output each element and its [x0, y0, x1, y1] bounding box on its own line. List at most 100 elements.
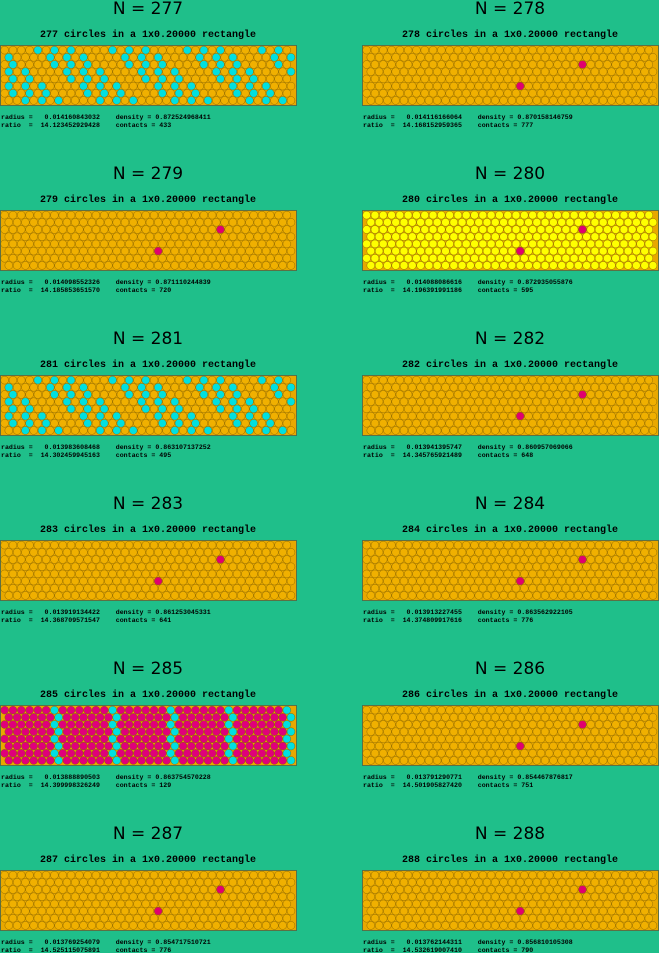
packed-circle	[37, 713, 47, 722]
packed-circle	[474, 878, 483, 887]
packed-circle	[462, 60, 471, 69]
packed-circle	[108, 749, 117, 758]
packed-circle	[33, 720, 42, 729]
packed-circle	[282, 720, 291, 729]
packed-circle	[644, 720, 653, 729]
packed-circle	[557, 397, 566, 406]
packed-circle	[29, 756, 38, 765]
packed-circle	[216, 404, 225, 414]
packed-circle	[62, 81, 72, 91]
packed-circle	[33, 239, 42, 249]
packed-circle	[245, 81, 254, 91]
packed-circle	[445, 46, 454, 55]
packed-circle	[100, 46, 109, 55]
packed-circle	[599, 426, 608, 435]
packed-circle	[449, 741, 458, 751]
packed-circle	[503, 555, 512, 564]
packed-circle	[253, 906, 262, 916]
packed-circle	[648, 53, 658, 62]
packed-circle	[216, 914, 225, 923]
packed-circle	[58, 706, 67, 715]
packed-circle	[540, 878, 550, 887]
packed-circle	[149, 720, 159, 729]
packed-circle	[578, 569, 587, 579]
packed-circle	[286, 96, 296, 105]
packed-circle	[594, 541, 604, 550]
packed-circle	[532, 67, 541, 76]
ratio-contacts-line: ratio = 14.399998326249 contacts = 129	[1, 782, 171, 789]
packed-circle	[42, 584, 51, 593]
packed-circle	[462, 749, 471, 758]
packed-circle	[457, 906, 467, 916]
packed-circle	[387, 404, 396, 414]
packed-circle	[237, 921, 246, 930]
packed-circle	[187, 906, 196, 916]
packed-circle	[520, 749, 529, 758]
packed-circle	[395, 569, 404, 579]
packed-circle	[428, 419, 438, 428]
packed-circle	[362, 375, 371, 385]
packed-circle	[100, 885, 109, 894]
packed-circle	[249, 541, 258, 550]
packed-circle	[499, 562, 508, 571]
packed-circle	[403, 555, 413, 564]
packed-circle	[565, 591, 575, 600]
panel-subtitle: 277 circles in a 1x0.20000 rectangle	[40, 29, 256, 41]
packed-circle	[25, 720, 34, 729]
packed-circle	[482, 218, 492, 227]
packed-circle	[520, 419, 529, 428]
packed-circle	[158, 390, 167, 399]
packed-circle	[116, 584, 126, 593]
packed-circle	[383, 878, 392, 887]
packed-circle	[607, 548, 616, 557]
packed-circle	[374, 921, 384, 930]
packed-circle	[362, 239, 371, 249]
packed-circle	[549, 756, 558, 765]
packed-circle	[257, 914, 267, 923]
packed-circle	[486, 871, 496, 880]
packed-circle	[366, 397, 375, 406]
packed-circle	[374, 96, 384, 105]
packed-circle	[420, 74, 429, 84]
packed-circle	[253, 81, 262, 91]
packed-circle	[178, 756, 188, 765]
packed-circle	[599, 67, 608, 76]
packed-circle	[274, 584, 283, 593]
packed-circle	[524, 906, 533, 916]
packed-circle	[170, 397, 179, 406]
packed-circle	[195, 741, 204, 751]
packed-circle	[145, 96, 155, 105]
packed-circle	[520, 899, 529, 909]
packed-circle	[557, 562, 566, 571]
packed-circle	[12, 576, 22, 586]
packed-circle	[470, 404, 479, 414]
packed-circle	[112, 878, 121, 887]
packed-circle	[8, 225, 18, 234]
packed-circle	[116, 706, 126, 715]
packed-circle	[399, 426, 409, 435]
packed-circle	[216, 74, 225, 84]
packed-circle	[278, 397, 287, 406]
packed-circle	[491, 727, 500, 736]
packed-circle	[486, 210, 496, 220]
packed-circle	[482, 713, 492, 722]
packed-circle	[474, 232, 483, 241]
packed-circle	[470, 555, 479, 564]
packed-circle	[470, 239, 479, 249]
packed-circle	[553, 555, 562, 564]
packed-circle	[124, 749, 134, 758]
packed-circle	[87, 53, 96, 62]
packed-circle	[54, 246, 63, 256]
packed-circle	[104, 96, 113, 105]
packed-circle	[528, 89, 537, 98]
packed-circle	[586, 254, 595, 263]
packed-circle	[516, 576, 525, 586]
packed-circle	[536, 734, 546, 744]
packed-circle	[245, 727, 254, 736]
packed-circle	[274, 89, 283, 98]
packed-circle	[590, 81, 600, 91]
packed-circle	[574, 397, 583, 406]
packed-circle	[207, 60, 217, 69]
